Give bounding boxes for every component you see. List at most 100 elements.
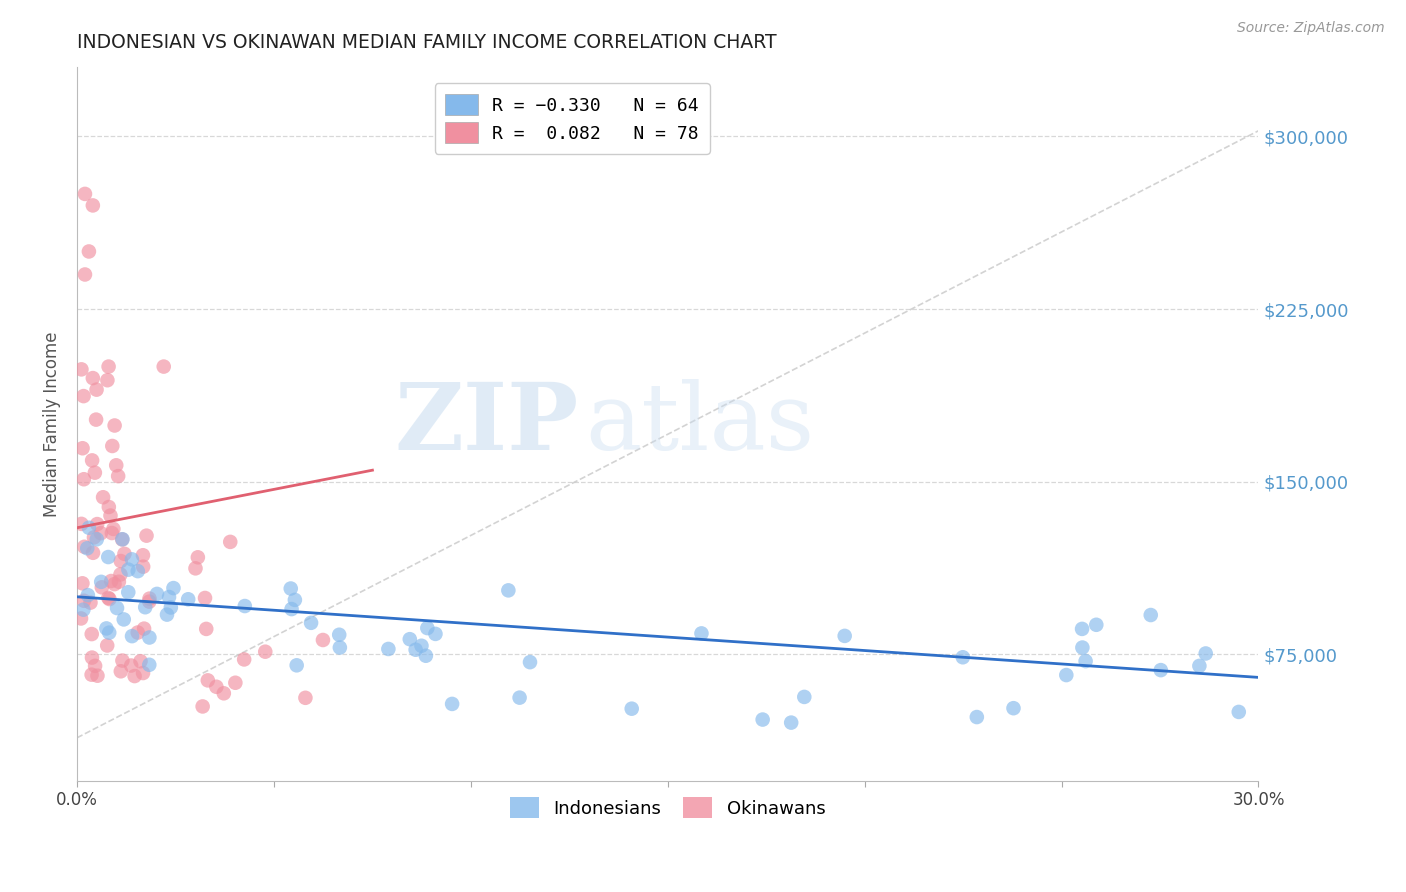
Point	[138, 657, 160, 672]
Point	[105, 458, 128, 473]
Point	[112, 612, 135, 626]
Point	[82, 371, 104, 385]
Point	[114, 547, 136, 561]
Point	[100, 508, 122, 523]
Point	[1227, 705, 1250, 719]
Point	[72, 602, 94, 616]
Point	[104, 418, 127, 433]
Point	[73, 540, 96, 554]
Point	[1074, 654, 1097, 668]
Text: Source: ZipAtlas.com: Source: ZipAtlas.com	[1237, 21, 1385, 35]
Point	[156, 607, 179, 622]
Point	[195, 622, 218, 636]
Point	[101, 439, 124, 453]
Point	[441, 697, 464, 711]
Point	[187, 550, 209, 565]
Point	[84, 658, 107, 673]
Point	[284, 593, 307, 607]
Point	[96, 639, 118, 653]
Point	[110, 554, 132, 568]
Point	[138, 591, 160, 606]
Y-axis label: Median Family Income: Median Family Income	[44, 332, 60, 516]
Point	[90, 574, 112, 589]
Point	[834, 629, 856, 643]
Point	[127, 625, 149, 640]
Point	[97, 591, 120, 605]
Point	[398, 632, 420, 647]
Point	[83, 530, 105, 544]
Point	[108, 574, 131, 589]
Point	[111, 533, 134, 547]
Point	[184, 561, 207, 575]
Point	[519, 655, 541, 669]
Point	[105, 601, 128, 615]
Point	[132, 559, 155, 574]
Point	[110, 665, 132, 679]
Point	[86, 517, 108, 532]
Point	[97, 359, 120, 374]
Point	[70, 611, 93, 625]
Point	[415, 648, 437, 663]
Point	[80, 667, 103, 681]
Point	[162, 581, 184, 595]
Point	[107, 469, 129, 483]
Point	[70, 362, 93, 376]
Point	[780, 715, 803, 730]
Point	[129, 654, 152, 668]
Text: atlas: atlas	[585, 379, 814, 469]
Point	[98, 625, 121, 640]
Point	[82, 546, 104, 560]
Point	[620, 701, 643, 715]
Point	[86, 669, 108, 683]
Point	[329, 640, 352, 655]
Point	[793, 690, 815, 704]
Text: ZIP: ZIP	[395, 379, 579, 469]
Point	[80, 627, 103, 641]
Point	[73, 268, 96, 282]
Point	[1188, 659, 1211, 673]
Point	[82, 453, 104, 467]
Point	[233, 599, 256, 613]
Point	[90, 580, 112, 594]
Point	[72, 442, 94, 456]
Point	[254, 645, 277, 659]
Point	[328, 628, 350, 642]
Point	[191, 699, 214, 714]
Point	[135, 529, 157, 543]
Point	[80, 650, 103, 665]
Point	[405, 642, 427, 657]
Point	[86, 383, 108, 397]
Legend: Indonesians, Okinawans: Indonesians, Okinawans	[503, 790, 832, 825]
Point	[411, 639, 433, 653]
Point	[120, 658, 142, 673]
Point	[82, 198, 104, 212]
Point	[1071, 640, 1094, 655]
Point	[509, 690, 531, 705]
Point	[157, 590, 180, 604]
Point	[103, 577, 125, 591]
Point	[1085, 617, 1108, 632]
Point	[97, 549, 120, 564]
Point	[77, 244, 100, 259]
Point	[205, 680, 228, 694]
Point	[138, 631, 160, 645]
Point	[90, 526, 112, 541]
Point	[117, 585, 139, 599]
Point	[79, 596, 101, 610]
Point	[117, 563, 139, 577]
Point	[121, 629, 143, 643]
Point	[224, 675, 246, 690]
Point	[73, 186, 96, 201]
Point	[212, 686, 235, 700]
Point	[219, 534, 242, 549]
Point	[77, 521, 100, 535]
Point	[103, 522, 125, 536]
Point	[159, 600, 181, 615]
Point	[1150, 663, 1173, 677]
Point	[966, 710, 988, 724]
Point	[96, 373, 118, 387]
Point	[97, 500, 120, 514]
Point	[73, 472, 96, 486]
Point	[91, 490, 114, 504]
Point	[76, 588, 98, 602]
